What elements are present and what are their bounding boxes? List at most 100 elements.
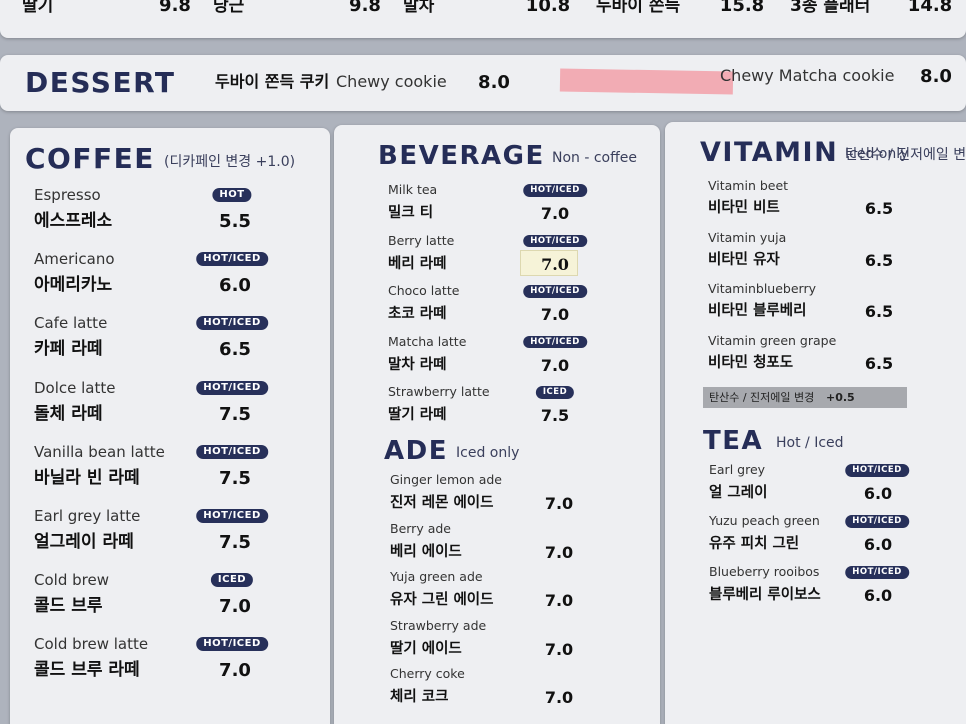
item-name: 유주 피치 그린	[709, 536, 800, 552]
item-name-en: Vitamin beet	[708, 178, 789, 193]
price: 7.5	[219, 467, 251, 489]
item-name: 딸기 에이드	[390, 640, 462, 657]
item-name-en: Americano	[34, 250, 115, 269]
price: 6.0	[863, 586, 893, 605]
price: 7.0	[540, 305, 570, 324]
price: 6.0	[863, 484, 893, 503]
section-subtitle: Iced only	[456, 444, 520, 461]
item-name: 블루베리 루이보스	[709, 587, 821, 603]
temp-tag: HOT/ICED	[196, 637, 268, 652]
item-name: 아메리카노	[34, 275, 113, 296]
item-name-en: Yuja green ade	[390, 569, 483, 584]
item-name-en: Milk tea	[388, 182, 438, 197]
beverage-panel	[334, 125, 660, 724]
item-name: 얼 그레이	[709, 485, 768, 501]
temp-tag: HOT/ICED	[845, 566, 909, 579]
item-name: 말차	[403, 0, 435, 16]
temp-tag: HOT/ICED	[523, 234, 587, 247]
temp-tag: HOT/ICED	[523, 335, 587, 348]
item-name: 딸기 라떼	[388, 407, 447, 423]
temp-tag: ICED	[535, 386, 575, 399]
coffee-panel	[10, 128, 330, 724]
price: 6.5	[864, 199, 894, 218]
price: 6.5	[864, 250, 894, 270]
item-name: 진저 레몬 에이드	[390, 495, 494, 511]
price: 7.0	[219, 660, 251, 682]
item-name-en: Earl grey	[709, 462, 766, 477]
price: 7.5	[219, 532, 251, 553]
section-subtitle: Iced only	[845, 146, 909, 163]
item-name: 에스프레소	[34, 211, 113, 231]
price: 6.5	[219, 339, 251, 361]
temp-tag: HOT/ICED	[523, 285, 587, 298]
item-name: 비타민 비트	[708, 200, 780, 216]
price: 14.8	[907, 0, 953, 16]
item-name-en: Strawberry ade	[390, 617, 487, 633]
temp-tag: HOT/ICED	[845, 464, 909, 477]
price: 7.5	[540, 406, 570, 425]
section-title: VITAMIN	[700, 137, 839, 168]
item-name: 비타민 청포도	[708, 354, 794, 371]
item-name: 베리 에이드	[390, 543, 462, 560]
item-name: 비타민 블루베리	[708, 303, 807, 319]
dessert-panel	[0, 55, 966, 111]
top-panel	[0, 0, 966, 38]
item-name-en: Berry ade	[390, 520, 451, 536]
vitamin-panel	[665, 122, 966, 724]
item-name-en: Ginger lemon ade	[390, 472, 502, 487]
section-title: BEVERAGE	[378, 141, 545, 171]
item-name-en: Cold brew latte	[34, 635, 149, 654]
item-name-en: Choco latte	[388, 283, 460, 298]
price: 9.8	[159, 0, 191, 16]
temp-tag: HOT/ICED	[196, 509, 268, 523]
price: 7.0	[540, 355, 570, 375]
item-name: 체리 코크	[390, 689, 449, 705]
section-title: ADE	[384, 436, 448, 466]
price: 5.5	[219, 211, 251, 232]
section-title: TEA	[703, 426, 764, 456]
item-name-en: Vitamin yuja	[708, 229, 787, 245]
item-name: 콜드 브루 라떼	[34, 660, 140, 681]
section-note: 탄산수 / 진저에일 변경	[845, 147, 966, 164]
temp-tag: HOT/ICED	[845, 515, 909, 528]
price: 7.0	[219, 596, 251, 618]
temp-tag: HOT	[212, 188, 252, 202]
item-name: 초코 라떼	[388, 306, 447, 322]
temp-tag: HOT/ICED	[196, 444, 268, 459]
item-name-en: Vitamin green grape	[708, 332, 837, 348]
item-name-en: Vitaminblueberry	[708, 281, 816, 296]
price: 6.0	[219, 275, 251, 297]
item-name-en: Cold brew	[34, 571, 109, 590]
item-name-en: Chewy cookie	[336, 72, 447, 91]
price: 8.0	[478, 72, 510, 93]
section-subtitle: Non - coffee	[552, 149, 637, 166]
price: 7.0	[544, 542, 574, 562]
price: 7.0	[541, 254, 569, 274]
item-name-en: Dolce latte	[34, 378, 116, 397]
item-name-en: Matcha latte	[388, 333, 467, 349]
item-name: 당근	[213, 0, 245, 16]
item-name: 얼그레이 라떼	[34, 532, 134, 552]
item-name-en: Berry latte	[388, 232, 455, 248]
item-name-en: Vanilla bean latte	[34, 442, 165, 461]
temp-tag: HOT/ICED	[523, 184, 587, 197]
item-name: 두바이 쫀득	[596, 0, 681, 16]
item-name-en: Cherry coke	[390, 666, 465, 681]
item-name: 말차 라떼	[388, 356, 447, 373]
item-name: 콜드 브루	[34, 596, 103, 617]
price: 7.5	[219, 403, 251, 425]
price: 7.0	[544, 688, 574, 707]
note-price: +0.5	[826, 391, 855, 404]
item-name-en: Blueberry rooibos	[709, 564, 820, 579]
price: 7.0	[544, 591, 574, 610]
temp-tag: HOT/ICED	[196, 252, 268, 267]
item-name: 베리 라떼	[388, 255, 447, 272]
note-bar	[703, 387, 907, 408]
section-title: COFFEE	[25, 142, 155, 175]
note-text: 탄산수 / 진저에일 변경	[709, 391, 815, 404]
price: 10.8	[525, 0, 571, 16]
price: 9.8	[349, 0, 381, 16]
tape	[559, 68, 734, 95]
item-name: 돌체 라떼	[34, 403, 103, 424]
